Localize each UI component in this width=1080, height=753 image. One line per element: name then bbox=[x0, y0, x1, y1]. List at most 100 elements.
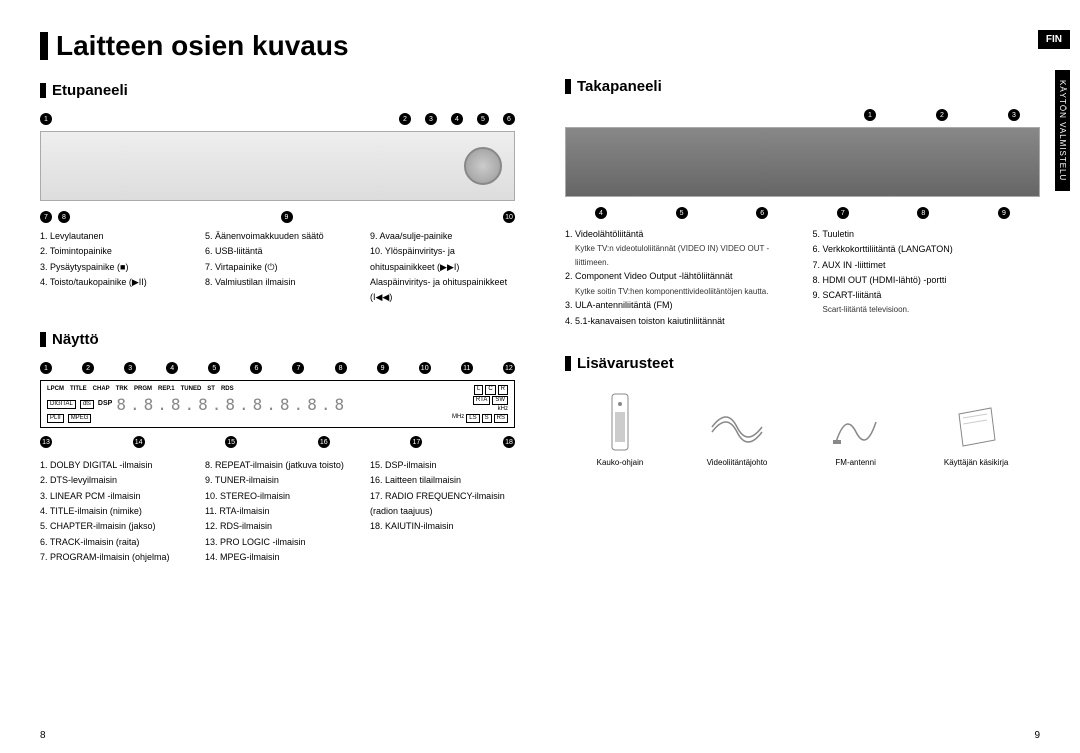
accessory-video-cable: Videoliitäntäjohto bbox=[707, 402, 768, 467]
indicator-label: MHz bbox=[452, 414, 464, 423]
legend-item: 4. TITLE-ilmaisin (nimike) bbox=[40, 504, 185, 519]
callout-num: 16 bbox=[318, 436, 330, 448]
accessories-section: Lisävarusteet Kauko-ohjain Videoliitäntä… bbox=[565, 355, 1040, 467]
accessory-remote: Kauko-ohjain bbox=[597, 392, 644, 467]
legend-item: 9. Avaa/sulje-painike bbox=[370, 229, 515, 244]
callout-num: 3 bbox=[425, 113, 437, 125]
front-callouts-top: 1 2 3 4 5 6 bbox=[40, 113, 515, 125]
display-section: Näyttö 123456789101112 LPCMTITLECHAPTRKP… bbox=[40, 331, 515, 565]
legend-item: 9. TUNER-ilmaisin bbox=[205, 473, 350, 488]
page-number-right: 9 bbox=[1034, 730, 1040, 741]
legend-item: 7. Virtapainike (⏻) bbox=[205, 260, 350, 275]
accessory-label: Videoliitäntäjohto bbox=[707, 458, 768, 467]
legend-item: 5. Äänenvoimakkuuden säätö bbox=[205, 229, 350, 244]
accessory-fm-antenna: FM-antenni bbox=[831, 402, 881, 467]
legend-item: 15. DSP-ilmaisin bbox=[370, 458, 515, 473]
legend-item: 9. SCART-liitäntäScart-liitäntä televisi… bbox=[813, 288, 1041, 317]
indicator-label: REP.1 bbox=[158, 386, 175, 393]
indicator-label: MPEG bbox=[68, 414, 92, 423]
legend-item: 3. ULA-antenniliitäntä (FM) bbox=[565, 298, 793, 313]
accessories-list: Kauko-ohjain Videoliitäntäjohto FM-anten… bbox=[565, 392, 1040, 467]
rear-panel-diagram bbox=[565, 127, 1040, 197]
legend-item: 8. REPEAT-ilmaisin (jatkuva toisto) bbox=[205, 458, 350, 473]
callout-num: 8 bbox=[917, 207, 929, 219]
legend-item: 16. Laitteen tilailmaisin bbox=[370, 473, 515, 488]
remote-icon bbox=[600, 392, 640, 452]
callout-num: 5 bbox=[676, 207, 688, 219]
indicator-label: RS bbox=[494, 414, 508, 423]
indicator-label: PLII bbox=[47, 414, 64, 423]
legend-item: 8. HDMI OUT (HDMI-lähtö) -portti bbox=[813, 273, 1041, 288]
callout-num: 4 bbox=[166, 362, 178, 374]
seven-segment: 8.8.8.8.8.8.8.8.8 bbox=[116, 395, 348, 414]
callout-num: 8 bbox=[335, 362, 347, 374]
legend-item: 13. PRO LOGIC -ilmaisin bbox=[205, 535, 350, 550]
front-legend: 1. Levylautanen 2. Toimintopainike 3. Py… bbox=[40, 229, 515, 305]
legend-item: 6. Verkkokorttiliitäntä (LANGATON) bbox=[813, 242, 1041, 257]
indicator-label: SW bbox=[492, 396, 508, 405]
accessory-manual: Käyttäjän käsikirja bbox=[944, 402, 1008, 467]
callout-num: 7 bbox=[292, 362, 304, 374]
front-panel-section: Etupaneeli 1 2 3 4 5 6 7 8 9 10 bbox=[40, 82, 515, 305]
indicator-label: LPCM bbox=[47, 386, 64, 393]
indicator-label: PRGM bbox=[134, 386, 152, 393]
front-panel-heading: Etupaneeli bbox=[40, 82, 515, 99]
language-badge: FIN bbox=[1038, 30, 1070, 49]
callout-num: 6 bbox=[756, 207, 768, 219]
display-callouts-top: 123456789101112 bbox=[40, 362, 515, 374]
indicator-label: ST bbox=[207, 386, 215, 393]
legend-item: 1. VideolähtöliitäntäKytke TV:n videotul… bbox=[565, 227, 793, 269]
legend-item: (radion taajuus) bbox=[370, 504, 515, 519]
callout-num: 8 bbox=[58, 211, 70, 223]
display-legend: 1. DOLBY DIGITAL -ilmaisin2. DTS-levyilm… bbox=[40, 458, 515, 565]
cable-icon bbox=[707, 402, 767, 452]
indicator-label: DSP bbox=[98, 400, 112, 408]
legend-item: 10. STEREO-ilmaisin bbox=[205, 489, 350, 504]
legend-item: 2. Toimintopainike bbox=[40, 244, 185, 259]
legend-item: 6. USB-liitäntä bbox=[205, 244, 350, 259]
left-page: Laitteen osien kuvaus Etupaneeli 1 2 3 4… bbox=[40, 30, 515, 591]
legend-item: Alaspäinviritys- ja ohituspainikkeet (I◀… bbox=[370, 275, 515, 306]
callout-num: 2 bbox=[936, 109, 948, 121]
accessory-label: Kauko-ohjain bbox=[597, 458, 644, 467]
callout-num: 6 bbox=[250, 362, 262, 374]
indicator-label: kHz bbox=[498, 406, 508, 413]
callout-num: 3 bbox=[124, 362, 136, 374]
display-callouts-bottom: 131415161718 bbox=[40, 436, 515, 448]
indicator-label: RDS bbox=[221, 386, 234, 393]
indicator-label: C bbox=[485, 385, 495, 394]
display-diagram: LPCMTITLECHAPTRKPRGMREP.1TUNEDSTRDS LCR … bbox=[40, 380, 515, 428]
rear-legend: 1. VideolähtöliitäntäKytke TV:n videotul… bbox=[565, 227, 1040, 329]
legend-item: 1. Levylautanen bbox=[40, 229, 185, 244]
legend-item: 14. MPEG-ilmaisin bbox=[205, 550, 350, 565]
callout-num: 12 bbox=[503, 362, 515, 374]
callout-num: 9 bbox=[281, 211, 293, 223]
legend-item: 6. TRACK-ilmaisin (raita) bbox=[40, 535, 185, 550]
legend-item: 2. Component Video Output -lähtöliitännä… bbox=[565, 269, 793, 298]
callout-num: 2 bbox=[82, 362, 94, 374]
legend-item: 18. KAIUTIN-ilmaisin bbox=[370, 519, 515, 534]
right-page: Takapaneeli 1 2 3 4 5 6 7 8 9 1. Videolä… bbox=[565, 30, 1040, 591]
legend-item: 3. LINEAR PCM -ilmaisin bbox=[40, 489, 185, 504]
front-panel-diagram bbox=[40, 131, 515, 201]
callout-num: 7 bbox=[837, 207, 849, 219]
callout-num: 13 bbox=[40, 436, 52, 448]
callout-num: 11 bbox=[461, 362, 473, 374]
indicator-label: dts bbox=[80, 400, 94, 409]
indicator-label: S bbox=[482, 414, 492, 423]
rear-callouts-bottom: 4 5 6 7 8 9 bbox=[565, 207, 1040, 219]
legend-item: 5. Tuuletin bbox=[813, 227, 1041, 242]
callout-num: 7 bbox=[40, 211, 52, 223]
callout-num: 1 bbox=[40, 362, 52, 374]
callout-num: 5 bbox=[208, 362, 220, 374]
legend-item: 4. 5.1-kanavaisen toiston kaiutinliitänn… bbox=[565, 314, 793, 329]
indicator-label: CHAP bbox=[93, 386, 110, 393]
callout-num: 3 bbox=[1008, 109, 1020, 121]
callout-num: 1 bbox=[40, 113, 52, 125]
indicator-label: R bbox=[498, 385, 508, 394]
legend-item: 5. CHAPTER-ilmaisin (jakso) bbox=[40, 519, 185, 534]
legend-item: 1. DOLBY DIGITAL -ilmaisin bbox=[40, 458, 185, 473]
legend-item: 8. Valmiustilan ilmaisin bbox=[205, 275, 350, 290]
legend-item: 3. Pysäytyspainike (■) bbox=[40, 260, 185, 275]
legend-note: Kytke soitin TV:hen komponenttivideoliit… bbox=[565, 285, 793, 299]
